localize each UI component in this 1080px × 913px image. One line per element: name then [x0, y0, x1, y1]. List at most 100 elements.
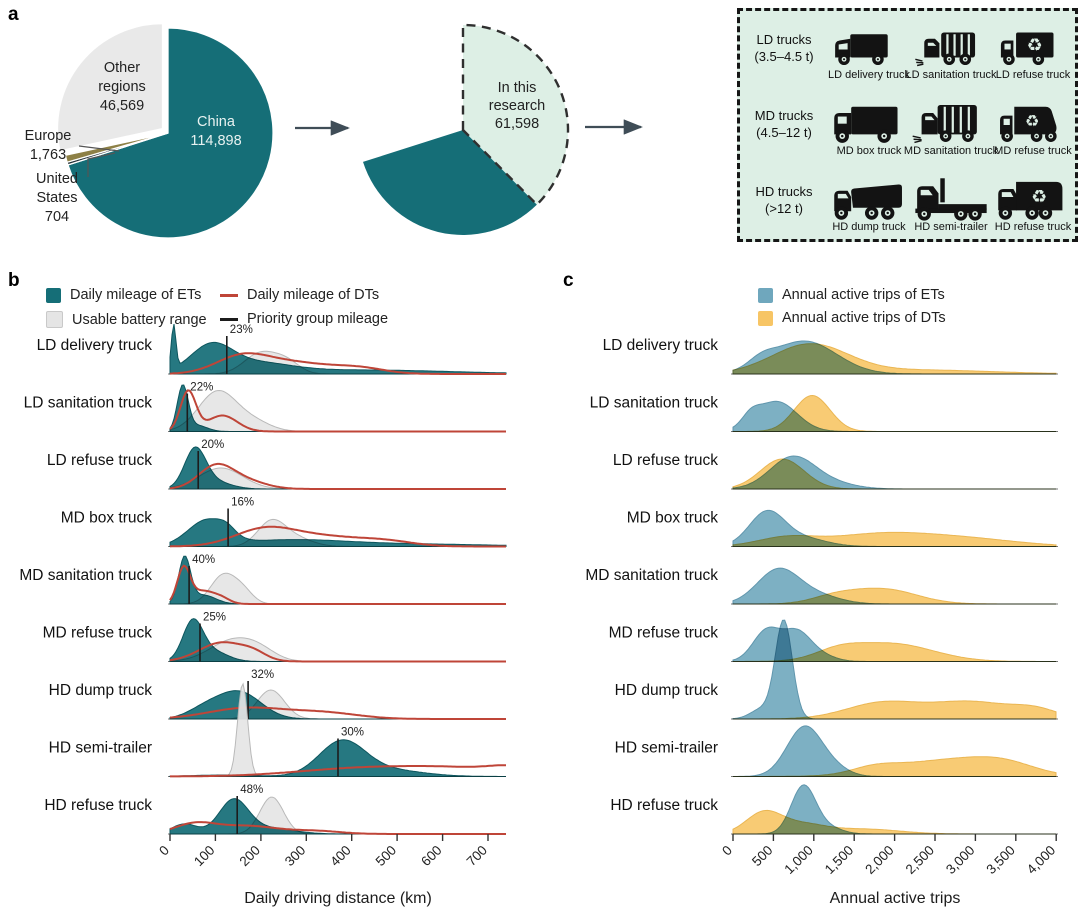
- svg-text:Annual active trips: Annual active trips: [830, 890, 961, 907]
- yellow-swatch-icon: [758, 310, 773, 326]
- svg-text:22%: 22%: [190, 382, 213, 394]
- svg-text:regions: regions: [98, 79, 146, 95]
- svg-text:MD box truck: MD box truck: [61, 510, 153, 527]
- truck-class-weight: (>12 t): [765, 201, 803, 216]
- md-box-truck-icon: [834, 106, 898, 143]
- svg-text:MD sanitation truck: MD sanitation truck: [19, 567, 152, 584]
- truck-cell: HD semi-trailer: [910, 163, 992, 239]
- trips-row-ld-sanitation-truck: LD sanitation truck: [590, 395, 1058, 432]
- svg-text:HD semi-trailer: HD semi-trailer: [615, 740, 718, 757]
- truck-cell: MD sanitation truck: [904, 87, 998, 163]
- svg-text:61,598: 61,598: [495, 116, 539, 132]
- panel-label-c: c: [563, 270, 574, 291]
- europe-leader-line: [78, 145, 120, 152]
- svg-text:MD box truck: MD box truck: [627, 510, 719, 527]
- truck-class-weight: (3.5–4.5 t): [754, 49, 814, 64]
- truck-caption: MD refuse truck: [994, 144, 1072, 157]
- svg-text:3,000: 3,000: [943, 843, 978, 878]
- legend-label: Daily mileage of ETs: [70, 287, 202, 303]
- pie-slice-in-this-research: [461, 23, 570, 207]
- mileage-row-md-refuse-truck: 25% MD refuse truck: [43, 612, 506, 663]
- pie-slice-other-regions: [56, 22, 164, 152]
- blue-swatch-icon: [758, 287, 773, 303]
- legend-item-et-trips: Annual active trips of ETs: [758, 287, 945, 303]
- mileage-row-ld-delivery-truck: 23% LD delivery truck: [37, 324, 507, 375]
- gray-swatch-icon: [46, 311, 63, 328]
- truck-caption: HD dump truck: [832, 220, 906, 233]
- truck-cell: ♻ LD refuse truck: [992, 11, 1074, 87]
- mileage-row-hd-dump-truck: 32% HD dump truck: [49, 669, 506, 720]
- svg-text:0: 0: [156, 843, 172, 859]
- svg-text:500: 500: [373, 843, 400, 870]
- svg-text:HD refuse truck: HD refuse truck: [610, 797, 718, 814]
- mileage-row-md-sanitation-truck: 40% MD sanitation truck: [19, 554, 506, 605]
- svg-text:20%: 20%: [201, 439, 224, 451]
- svg-text:Daily driving distance (km): Daily driving distance (km): [244, 890, 432, 907]
- legend-label: Daily mileage of DTs: [247, 287, 380, 303]
- svg-text:MD refuse truck: MD refuse truck: [43, 625, 153, 642]
- truck-caption: LD delivery truck: [828, 68, 910, 81]
- panel-label-a: a: [8, 4, 19, 25]
- svg-text:25%: 25%: [203, 612, 226, 624]
- svg-text:MD refuse truck: MD refuse truck: [609, 625, 719, 642]
- us-leader-line: [87, 152, 116, 177]
- svg-text:100: 100: [191, 843, 218, 870]
- svg-text:♻: ♻: [1031, 186, 1047, 207]
- truck-class: HD trucks: [755, 184, 813, 200]
- md-refuse-truck-icon: ♻: [1000, 106, 1057, 142]
- ld-trucks-label: LD trucks (3.5–4.5 t): [740, 11, 828, 87]
- truck-cell: LD delivery truck: [828, 11, 910, 87]
- svg-text:United: United: [36, 171, 78, 187]
- svg-text:♻: ♻: [1025, 111, 1039, 130]
- legend-label: Annual active trips of DTs: [782, 310, 946, 326]
- svg-text:4,000: 4,000: [1024, 843, 1059, 878]
- svg-text:400: 400: [327, 843, 354, 870]
- svg-text:LD delivery truck: LD delivery truck: [603, 337, 719, 354]
- legend-item-dt-mileage: Daily mileage of DTs: [220, 287, 379, 303]
- svg-text:LD refuse truck: LD refuse truck: [47, 452, 152, 469]
- svg-text:30%: 30%: [341, 727, 364, 739]
- truck-cell: ♻ MD refuse truck: [992, 87, 1074, 163]
- ld-refuse-truck-icon: ♻: [1000, 32, 1054, 65]
- legend-label: Priority group mileage: [247, 311, 389, 327]
- red-line-swatch-icon: [220, 293, 238, 297]
- svg-text:700: 700: [464, 843, 491, 870]
- truck-class-weight: (4.5–12 t): [756, 125, 812, 140]
- black-line-swatch-icon: [220, 317, 238, 321]
- trips-row-hd-refuse-truck: HD refuse truck: [610, 784, 1058, 835]
- md-sanitation-truck-icon: [912, 104, 977, 143]
- svg-text:16%: 16%: [231, 497, 254, 509]
- truck-cell: LD sanitation truck: [905, 11, 997, 87]
- svg-text:HD refuse truck: HD refuse truck: [44, 797, 152, 814]
- pie-slice-china: [67, 27, 274, 239]
- ld-sanitation-truck-icon: [915, 32, 976, 66]
- svg-text:1,000: 1,000: [781, 843, 816, 878]
- mileage-row-ld-refuse-truck: 20% LD refuse truck: [47, 439, 506, 490]
- legend-item-priority-mileage: Priority group mileage: [220, 311, 388, 327]
- trips-row-md-box-truck: MD box truck: [627, 510, 1058, 547]
- svg-text:704: 704: [45, 209, 69, 225]
- hd-trucks-label: HD trucks (>12 t): [740, 163, 828, 239]
- svg-text:HD semi-trailer: HD semi-trailer: [49, 740, 152, 757]
- pie-slice-remaining-china: [363, 130, 537, 235]
- svg-text:40%: 40%: [192, 554, 215, 566]
- legend-item-battery-range: Usable battery range: [46, 311, 207, 328]
- svg-text:300: 300: [282, 843, 309, 870]
- svg-text:23%: 23%: [230, 324, 253, 336]
- truck-class: LD trucks: [756, 32, 812, 48]
- truck-caption: LD sanitation truck: [905, 68, 997, 81]
- svg-text:2,500: 2,500: [903, 843, 938, 878]
- truck-class: MD trucks: [754, 108, 814, 124]
- svg-text:LD sanitation truck: LD sanitation truck: [590, 395, 719, 412]
- svg-text:♻: ♻: [1027, 35, 1043, 56]
- trips-row-ld-refuse-truck: LD refuse truck: [613, 452, 1058, 490]
- trips-row-hd-semi-trailer: HD semi-trailer: [615, 725, 1058, 777]
- legend-label: Annual active trips of ETs: [782, 287, 945, 303]
- mileage-row-ld-sanitation-truck: 22% LD sanitation truck: [24, 382, 506, 433]
- hd-refuse-truck-icon: ♻: [998, 181, 1063, 220]
- truck-caption: LD refuse truck: [995, 68, 1071, 81]
- ld-delivery-truck-icon: [835, 33, 888, 65]
- svg-text:Other: Other: [104, 60, 140, 76]
